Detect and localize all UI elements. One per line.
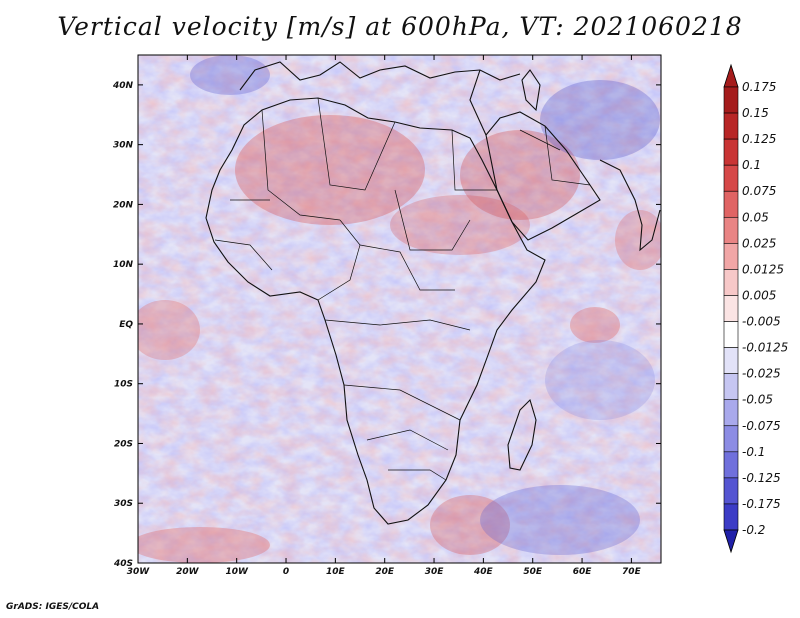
colorbar-label: 0.075 (742, 184, 776, 198)
colorbar-swatch (723, 295, 739, 322)
colorbar-label: 0.15 (742, 106, 769, 120)
country-borders (214, 97, 591, 481)
colorbar-swatch (723, 138, 739, 166)
colorbar-label: 0.1 (742, 158, 761, 172)
lat-tick-label: 20N (113, 200, 134, 210)
map-border (137, 54, 662, 564)
lon-tick-label: 60E (573, 567, 593, 577)
latitude-axis: 40N 30N 20N 10N EQ 10S 20S 30S 40S (112, 81, 661, 569)
lon-tick-label: 50E (523, 567, 543, 577)
lon-tick-label: 30W (127, 567, 151, 577)
colorbar-label: -0.005 (742, 315, 781, 329)
lon-tick-label: 30E (425, 567, 445, 577)
lat-tick-label: 30N (113, 141, 134, 151)
colorbar-label: -0.1 (742, 445, 765, 459)
caspian-coastline (521, 69, 541, 112)
colorbar-label: 0.125 (742, 132, 776, 146)
colorbar-label: -0.075 (742, 419, 781, 433)
africa-coastline (205, 97, 546, 525)
colorbar-label: -0.05 (742, 393, 773, 407)
lon-tick-label: 40E (473, 567, 494, 577)
longitude-axis: 30W 20W 10W 0 10E 20E 30E 40E 50E 60E 70E (127, 55, 642, 577)
colorbar: 0.175 0.15 0.125 0.1 0.075 0.05 0.025 0.0125 0.0… (723, 63, 788, 554)
colorbar-label: 0.0125 (742, 262, 784, 276)
colorbar-swatch (723, 321, 739, 348)
lat-tick-label: 10S (114, 380, 133, 390)
colorbar-label: 0.005 (742, 288, 776, 302)
map-title: Vertical velocity [m/s] at 600hPa, VT: 2… (57, 12, 743, 41)
lat-tick-label: 10N (113, 260, 134, 270)
lat-tick-label: 40S (113, 559, 133, 569)
lat-tick-label: 40N (112, 81, 134, 91)
colorbar-swatch (723, 243, 739, 270)
lon-tick-label: 0 (283, 567, 289, 577)
lon-tick-label: 10E (326, 567, 346, 577)
lat-tick-label: EQ (119, 320, 133, 330)
colorbar-swatch (723, 477, 739, 505)
europe-coastline (239, 61, 521, 91)
colorbar-swatch (723, 190, 739, 218)
colorbar-label: -0.175 (742, 497, 781, 511)
colorbar-label: -0.025 (742, 367, 781, 381)
mideast-coastline (469, 69, 487, 136)
lon-tick-label: 20E (375, 567, 395, 577)
lat-tick-label: 30S (114, 499, 133, 509)
colorbar-swatch (723, 451, 739, 479)
madagascar-coastline (507, 398, 537, 471)
colorbar-swatch (723, 425, 739, 453)
coastlines (205, 61, 661, 525)
colorbar-label: 0.175 (742, 80, 776, 94)
lon-tick-label: 20W (176, 567, 200, 577)
colorbar-swatch (723, 164, 739, 192)
colorbar-swatch (723, 269, 739, 296)
colorbar-label: -0.2 (742, 523, 765, 537)
colorbar-label: -0.0125 (742, 341, 788, 355)
colorbar-swatch (723, 112, 739, 140)
map-frame: 40N 30N 20N 10N EQ 10S 20S 30S 40S 30W 20W 10W 0 10E… (112, 54, 662, 577)
colorbar-swatch (723, 86, 739, 114)
colorbar-label: -0.125 (742, 471, 781, 485)
colorbar-swatch (723, 347, 739, 374)
arabia-coastline (485, 111, 601, 241)
lon-tick-label: 70E (622, 567, 642, 577)
colorbar-label: 0.025 (742, 236, 776, 250)
colorbar-label: 0.05 (742, 210, 769, 224)
colorbar-top-arrow (723, 63, 739, 88)
colorbar-swatch (723, 399, 739, 427)
india-coastline (599, 159, 661, 252)
lon-tick-label: 10W (225, 567, 249, 577)
colorbar-swatch (723, 503, 739, 531)
colorbar-bottom-arrow (723, 529, 739, 554)
grads-credit: GrADS: IGES/COLA (6, 602, 100, 612)
colorbar-swatch (723, 216, 739, 244)
velocity-field (138, 55, 661, 563)
colorbar-swatch (723, 373, 739, 401)
lat-tick-label: 20S (114, 439, 133, 449)
